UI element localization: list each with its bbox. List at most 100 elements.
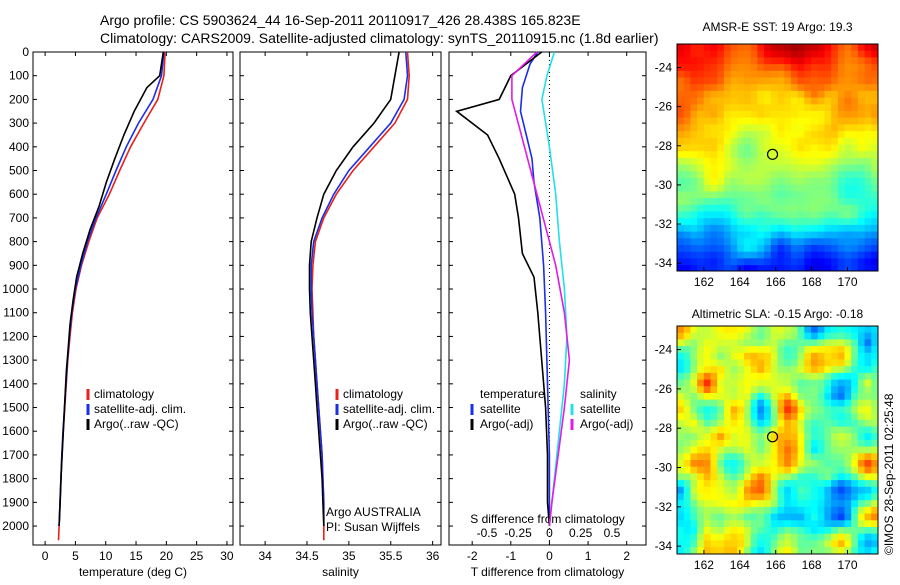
map-cell bbox=[731, 225, 738, 232]
map-cell bbox=[845, 145, 852, 152]
map-cell bbox=[690, 360, 697, 367]
map-cell bbox=[737, 151, 744, 158]
map-cell bbox=[771, 232, 778, 239]
map-cell bbox=[704, 91, 711, 98]
map-cell bbox=[804, 427, 811, 434]
map-cell bbox=[838, 400, 845, 407]
map-cell bbox=[784, 453, 791, 460]
map-cell bbox=[791, 333, 798, 340]
map-cell bbox=[717, 473, 724, 480]
map-cell bbox=[744, 44, 751, 51]
map-cell bbox=[684, 460, 691, 467]
map-cell bbox=[791, 118, 798, 125]
map-cell bbox=[690, 124, 697, 131]
map-cell bbox=[744, 413, 751, 420]
map-cell bbox=[858, 473, 865, 480]
map-cell bbox=[871, 64, 878, 71]
map-cell bbox=[778, 171, 785, 178]
map-cell bbox=[704, 420, 711, 427]
map-cell bbox=[690, 178, 697, 185]
map-cell bbox=[751, 393, 758, 400]
y-tick-label: 1700 bbox=[2, 448, 29, 462]
map-cell bbox=[731, 427, 738, 434]
map-cell bbox=[824, 145, 831, 152]
map-cell bbox=[778, 373, 785, 380]
map-cell bbox=[737, 540, 744, 547]
map-cell bbox=[764, 420, 771, 427]
map-cell bbox=[737, 360, 744, 367]
map-cell bbox=[757, 205, 764, 212]
map-cell bbox=[845, 386, 852, 393]
map-cell bbox=[778, 252, 785, 259]
map-cell bbox=[811, 420, 818, 427]
map-cell bbox=[838, 520, 845, 527]
map-cell bbox=[871, 427, 878, 434]
map-cell bbox=[737, 440, 744, 447]
map-cell bbox=[824, 366, 831, 373]
map-cell bbox=[724, 487, 731, 494]
map-cell bbox=[798, 453, 805, 460]
map-cell bbox=[737, 138, 744, 145]
map-cell bbox=[871, 98, 878, 105]
map-cell bbox=[818, 124, 825, 131]
map-cell bbox=[677, 178, 684, 185]
map-cell bbox=[771, 380, 778, 387]
map-cell bbox=[744, 218, 751, 225]
map-cell bbox=[764, 514, 771, 521]
map-cell bbox=[791, 78, 798, 85]
map-cell bbox=[818, 232, 825, 239]
map-cell bbox=[831, 124, 838, 131]
x-tick-label: 2 bbox=[623, 549, 630, 563]
map-cell bbox=[717, 191, 724, 198]
map-cell bbox=[757, 480, 764, 487]
map-cell bbox=[771, 171, 778, 178]
map-cell bbox=[778, 225, 785, 232]
map-cell bbox=[684, 440, 691, 447]
map-cell bbox=[818, 145, 825, 152]
map-cell bbox=[851, 473, 858, 480]
map-cell bbox=[684, 433, 691, 440]
map-cell bbox=[690, 98, 697, 105]
map-cell bbox=[724, 540, 731, 547]
map-cell bbox=[798, 480, 805, 487]
map-cell bbox=[697, 400, 704, 407]
map-cell bbox=[704, 507, 711, 514]
map-cell bbox=[744, 51, 751, 58]
map-cell bbox=[711, 406, 718, 413]
map-cell bbox=[798, 238, 805, 245]
map-cell bbox=[778, 360, 785, 367]
map-cell bbox=[831, 473, 838, 480]
map-cell bbox=[831, 84, 838, 91]
map-cell bbox=[824, 185, 831, 192]
map-cell bbox=[818, 386, 825, 393]
map-cell bbox=[717, 138, 724, 145]
map-cell bbox=[838, 64, 845, 71]
map-cell bbox=[811, 500, 818, 507]
map-cell bbox=[791, 98, 798, 105]
map-cell bbox=[751, 413, 758, 420]
map-cell bbox=[845, 453, 852, 460]
map-cell bbox=[871, 205, 878, 212]
map-cell bbox=[764, 124, 771, 131]
map-cell bbox=[778, 198, 785, 205]
map-cell bbox=[858, 191, 865, 198]
map-cell bbox=[831, 111, 838, 118]
map-cell bbox=[711, 447, 718, 454]
map-cell bbox=[697, 165, 704, 172]
map-cell bbox=[751, 64, 758, 71]
map-cell bbox=[831, 212, 838, 219]
map-cell bbox=[751, 326, 758, 333]
map-cell bbox=[690, 413, 697, 420]
map-cell bbox=[798, 373, 805, 380]
map-y-tick-label: -34 bbox=[655, 256, 673, 270]
map-cell bbox=[845, 346, 852, 353]
map-cell bbox=[757, 540, 764, 547]
map-cell bbox=[858, 98, 865, 105]
map-cell bbox=[791, 171, 798, 178]
map-cell bbox=[784, 527, 791, 534]
map-cell bbox=[677, 326, 684, 333]
map-cell bbox=[831, 366, 838, 373]
map-cell bbox=[751, 151, 758, 158]
map-cell bbox=[784, 158, 791, 165]
